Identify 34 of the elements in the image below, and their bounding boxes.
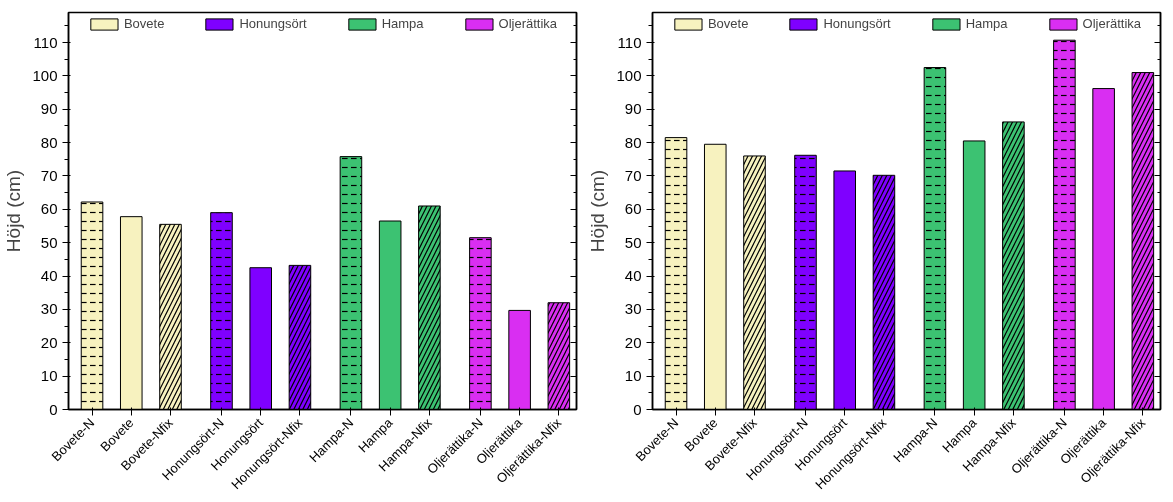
- y-tick-label: 90: [40, 100, 58, 118]
- legend-label: Bovete: [707, 16, 749, 31]
- legend-label: Oljerättika: [498, 16, 558, 31]
- y-tick-label: 20: [624, 333, 642, 351]
- y-tick-label: 80: [624, 133, 642, 151]
- legend-label: Honungsört: [239, 16, 307, 31]
- y-tick-label: 10: [40, 367, 58, 385]
- y-tick-label: 110: [33, 33, 58, 51]
- y-tick-label: 40: [40, 267, 58, 285]
- y-tick-label: 10: [624, 367, 642, 385]
- legend-label: Hampa: [381, 16, 424, 31]
- y-tick-label: 60: [40, 200, 58, 218]
- y-tick-label: 20: [40, 333, 58, 351]
- y-tick-label: 30: [40, 300, 58, 318]
- legend-label: Honungsört: [823, 16, 891, 31]
- y-tick-label: 70: [624, 166, 642, 184]
- y-tick-label: 60: [624, 200, 642, 218]
- y-tick-label: 0: [633, 400, 642, 418]
- y-tick-label: 0: [49, 400, 58, 418]
- y-tick-label: 50: [40, 233, 58, 251]
- legend-label: Bovete: [123, 16, 165, 31]
- y-tick-label: 110: [617, 33, 642, 51]
- y-tick-label: 70: [40, 166, 58, 184]
- y-tick-label: 90: [624, 100, 642, 118]
- legend-label: Oljerättika: [1082, 16, 1142, 31]
- y-tick-label: 80: [40, 133, 58, 151]
- y-axis-title: Höjd (cm): [3, 169, 25, 253]
- y-tick-label: 50: [624, 233, 642, 251]
- y-tick-label: 40: [624, 267, 642, 285]
- legend-label: Hampa: [965, 16, 1008, 31]
- y-axis-title: Höjd (cm): [587, 169, 609, 253]
- y-tick-label: 100: [616, 66, 642, 84]
- y-tick-label: 100: [32, 66, 58, 84]
- y-tick-label: 30: [624, 300, 642, 318]
